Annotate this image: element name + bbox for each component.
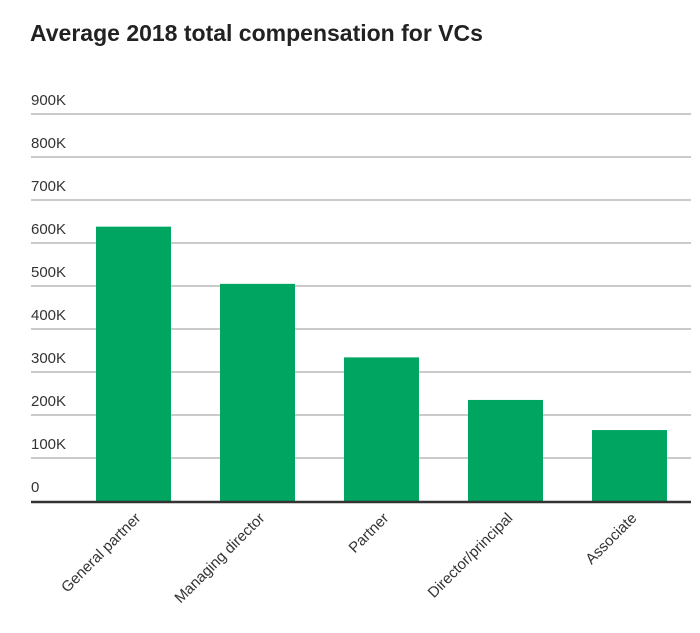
x-tick-label: Associate [582,510,640,568]
bar [344,357,419,501]
y-tick-label: 900K [31,92,66,109]
y-tick-label: 200K [31,393,66,410]
x-tick-label: Partner [346,510,393,557]
y-tick-label: 100K [31,436,66,453]
y-tick-label: 700K [31,178,66,195]
x-tick-label: Director/principal [425,510,517,602]
x-tick-label: General partner [58,510,144,596]
y-tick-label: 300K [31,350,66,367]
y-tick-label: 0 [31,479,39,496]
bar [96,226,171,501]
chart-title: Average 2018 total compensation for VCs [30,20,483,46]
bar [592,430,667,501]
y-tick-label: 800K [31,135,66,152]
y-tick-label: 600K [31,221,66,238]
bar [468,399,543,501]
x-tick-label: Managing director [171,510,268,607]
y-tick-label: 400K [31,307,66,324]
bar [220,283,295,501]
y-tick-label: 500K [31,264,66,281]
